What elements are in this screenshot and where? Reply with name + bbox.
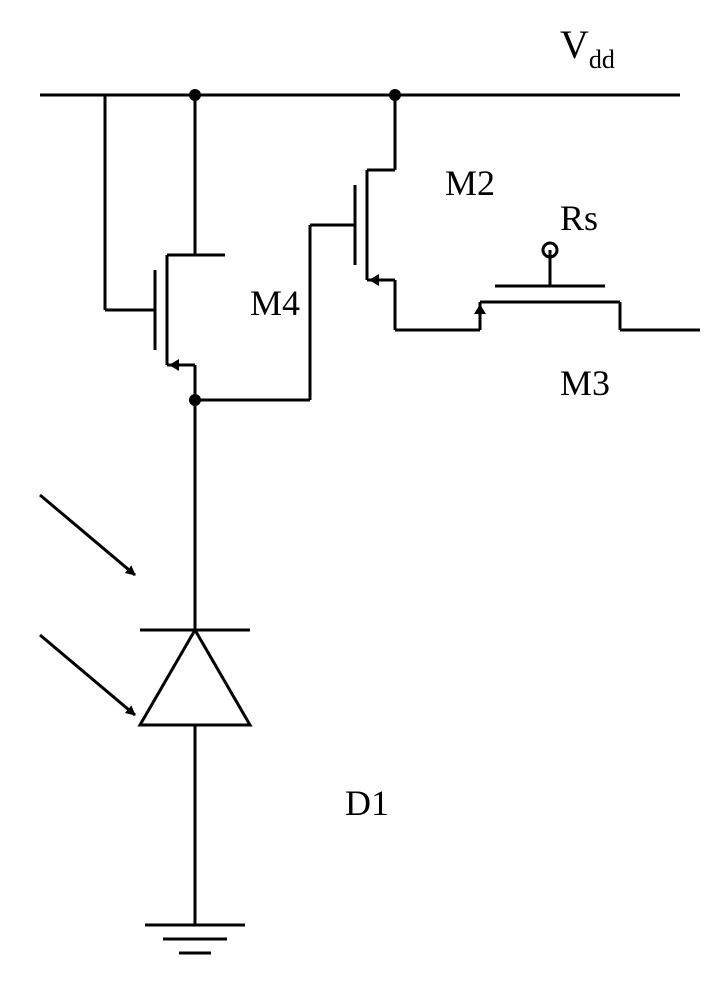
svg-text:Rs: Rs bbox=[560, 198, 598, 238]
svg-text:M3: M3 bbox=[560, 363, 610, 403]
svg-text:M4: M4 bbox=[250, 283, 300, 323]
svg-text:D1: D1 bbox=[345, 783, 389, 823]
svg-text:M2: M2 bbox=[445, 163, 495, 203]
svg-text:Vdd: Vdd bbox=[560, 22, 615, 74]
